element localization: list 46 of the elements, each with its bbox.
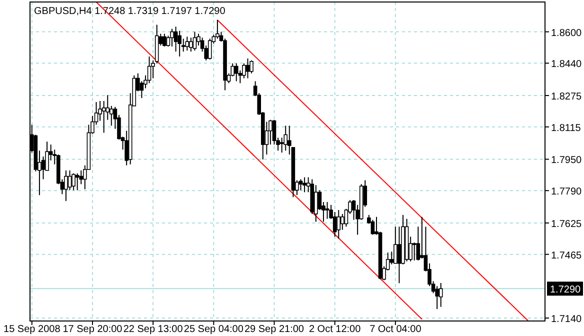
candlestick (208, 38, 212, 60)
candlestick (302, 176, 306, 193)
candlestick (192, 31, 197, 52)
candlestick (178, 30, 182, 58)
y-tick-label: 1.8115 (551, 122, 582, 134)
candlestick (438, 282, 443, 308)
y-tick-label: 1.7790 (551, 186, 582, 198)
y-tick-label: 1.7950 (551, 155, 582, 166)
candlestick (162, 33, 166, 48)
candlestick (216, 19, 220, 40)
candlestick (394, 226, 398, 264)
y-tick-label: 1.8275 (551, 92, 582, 103)
candlestick (340, 213, 344, 230)
y-tick-label: 1.7625 (551, 218, 582, 230)
x-tick-label: 7 Oct 04:00 (370, 324, 422, 335)
candlestick (189, 37, 193, 52)
x-tick-label: 29 Sep 21:00 (244, 324, 304, 335)
candlestick (174, 26, 178, 52)
candlestick (284, 125, 288, 152)
x-tick-label: 2 Oct 12:00 (308, 324, 362, 335)
candlestick (412, 242, 416, 261)
candlestick (75, 172, 80, 191)
candlestick (325, 201, 330, 220)
candlestick (298, 178, 303, 191)
y-tick-label: 1.7465 (551, 250, 582, 262)
y-tick-label: 1.8440 (551, 59, 582, 70)
x-tick-label: 25 Sep 04:00 (184, 324, 244, 335)
candlestick (68, 170, 72, 191)
candlestick (246, 58, 250, 79)
candlestick (170, 28, 174, 48)
candlestick (336, 210, 341, 240)
candlestick (64, 170, 68, 202)
ref-line-label: 1.7290 (550, 284, 582, 296)
candlestick (102, 100, 106, 134)
x-tick-label: 22 Sep 13:00 (123, 324, 184, 335)
x-tick-label: 17 Sep 20:00 (62, 324, 123, 335)
y-tick-label: 1.7140 (551, 314, 582, 326)
candlestick (185, 36, 190, 52)
candlestick (280, 137, 284, 154)
y-tick-label: 1.8600 (551, 28, 582, 39)
candlestick (72, 172, 76, 191)
x-tick-label: 15 Sep 2008 (4, 324, 61, 335)
candlestick (242, 62, 246, 79)
candlestick (397, 226, 402, 284)
candlestick (370, 219, 375, 236)
candlestick (234, 62, 238, 82)
